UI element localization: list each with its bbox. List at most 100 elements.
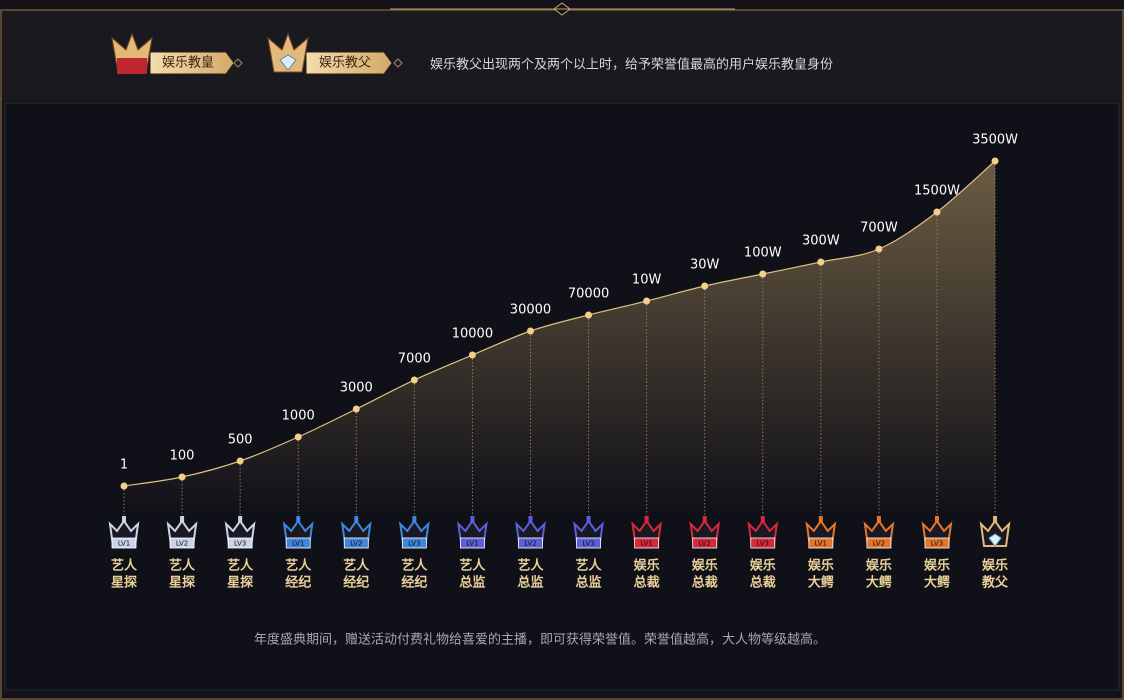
crown-icon [267,32,309,73]
level-name: 娱乐 [634,558,660,574]
level-point [526,327,534,335]
threshold-label: 30W [690,258,720,273]
lv-badge [808,537,834,549]
level-icon: LV2 [166,516,198,549]
level-point [352,405,360,413]
level-name: 艺人 [111,558,138,574]
lv-badge [227,537,253,549]
crown-top [470,516,475,522]
threshold-label: 1 [120,458,128,473]
level-icon: LV1 [108,516,140,549]
lv-badge-text: LV2 [350,540,362,548]
level-point [120,482,128,490]
level-icon: LV3 [224,516,256,549]
threshold-label: 500 [228,433,253,448]
threshold-label: 70000 [568,287,609,302]
lv-badge [169,537,195,549]
lv-badge [924,537,950,549]
threshold-label: 1500W [914,184,960,199]
level-icon: LV1 [282,516,314,549]
level-point [643,297,651,305]
level-name: 艺人 [459,558,486,574]
lv-badge [576,537,601,549]
level-name: 艺人 [227,558,254,574]
level-name: 娱乐 [808,558,834,574]
lv-badge-text: LV3 [757,540,769,548]
threshold-label: 100 [170,449,195,464]
lv-badge-text: LV1 [640,540,652,548]
level-name: 总监 [459,575,485,591]
level-name: 经纪 [285,575,311,591]
level-name: 总裁 [692,575,718,591]
crown-gem [279,54,297,71]
level-name: 娱乐 [982,558,1008,574]
crown-top [354,516,359,522]
level-name: 总裁 [750,575,776,591]
level-point [178,473,186,481]
threshold-label: 10000 [452,327,493,342]
crown-top [702,516,707,522]
lv-badge [750,537,776,549]
lv-badge [285,537,311,549]
level-name: 大鳄 [808,575,834,591]
level-point [468,351,476,359]
level-name: 娱乐 [866,558,892,574]
threshold-label: 30000 [510,303,551,318]
level-icon: LV2 [515,516,546,549]
crown-top [528,516,533,522]
level-point [701,282,709,290]
lv-badge-text: LV3 [931,540,943,548]
level-icon: LV3 [573,516,604,549]
threshold-label: 300W [802,234,840,249]
crown-top [876,516,881,522]
lv-badge-text: LV3 [582,540,594,548]
level-name: 艺人 [576,558,603,574]
crown-top [122,516,126,522]
level-name: 娱乐 [924,558,950,574]
lv-badge [518,537,543,549]
lv-badge-text: LV1 [118,540,130,548]
lv-badge-text: LV2 [873,540,885,548]
lv-badge-text: LV2 [699,540,711,548]
level-name: 艺人 [343,558,370,574]
level-point [991,157,999,165]
threshold-label: 700W [860,221,898,236]
crown-top [644,516,649,522]
level-icon: LV1 [631,516,663,549]
badge-pope: 娱乐教皇 [111,32,243,75]
level-icon: LV3 [921,516,953,549]
level-point [410,376,418,384]
lv-badge [343,537,369,549]
threshold-label: 7000 [398,352,431,367]
level-name: 星探 [227,575,253,591]
level-name: 教父 [981,575,1009,591]
lv-badge [111,537,137,549]
level-icon [979,516,1011,547]
level-name: 艺人 [169,558,196,574]
crown-top [586,516,591,522]
level-name: 娱乐 [692,558,718,574]
crown-gem [117,58,147,74]
badge-label: 娱乐教皇 [162,55,214,71]
badge-label: 娱乐教父 [319,55,371,71]
crown-top [296,516,301,522]
lv-badge-text: LV3 [408,540,420,548]
crown-top [993,516,998,522]
threshold-label: 1000 [282,409,315,424]
level-icon: LV3 [747,516,779,549]
level-name: 经纪 [343,575,369,591]
curve-line [123,160,996,487]
level-name: 艺人 [401,558,428,574]
notice-text: 娱乐教父出现两个及两个以上时，给予荣誉值最高的用户娱乐教皇身份 [430,57,833,73]
level-name: 大鳄 [866,575,892,591]
lv-badge-text: LV2 [176,540,188,548]
badge-ornament [233,58,243,68]
level-name: 艺人 [285,558,312,574]
level-icon: LV3 [398,516,430,549]
badge-godfather: 娱乐教父 [267,32,403,75]
lv-badge-text: LV1 [292,540,304,548]
level-name: 总监 [576,575,602,591]
level-point [236,457,244,465]
level-point [759,270,767,278]
level-name: 星探 [169,575,195,591]
